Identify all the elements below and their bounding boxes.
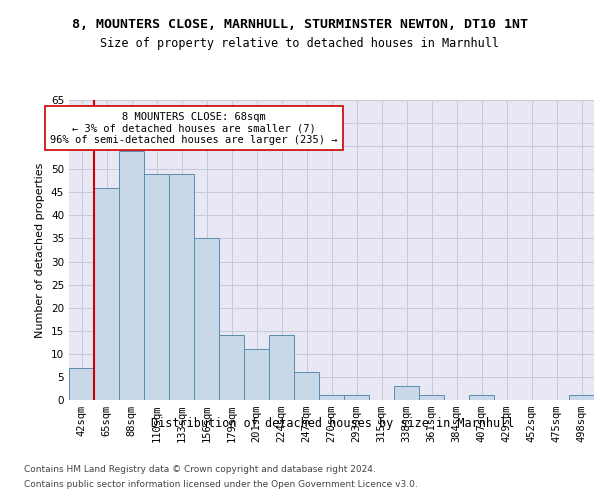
Bar — [394, 386, 419, 400]
Bar — [169, 174, 194, 400]
Bar — [419, 396, 444, 400]
Bar — [319, 396, 344, 400]
Bar — [69, 368, 94, 400]
Bar — [294, 372, 319, 400]
Text: Size of property relative to detached houses in Marnhull: Size of property relative to detached ho… — [101, 38, 499, 51]
Bar — [144, 174, 169, 400]
Y-axis label: Number of detached properties: Number of detached properties — [35, 162, 46, 338]
Bar — [194, 238, 219, 400]
Bar — [469, 396, 494, 400]
Bar — [344, 396, 369, 400]
Bar — [569, 396, 594, 400]
Bar — [244, 349, 269, 400]
Bar — [119, 151, 144, 400]
Text: Distribution of detached houses by size in Marnhull: Distribution of detached houses by size … — [151, 418, 515, 430]
Text: Contains HM Land Registry data © Crown copyright and database right 2024.: Contains HM Land Registry data © Crown c… — [24, 465, 376, 474]
Bar — [269, 336, 294, 400]
Text: Contains public sector information licensed under the Open Government Licence v3: Contains public sector information licen… — [24, 480, 418, 489]
Bar — [219, 336, 244, 400]
Bar — [94, 188, 119, 400]
Text: 8 MOUNTERS CLOSE: 68sqm
← 3% of detached houses are smaller (7)
96% of semi-deta: 8 MOUNTERS CLOSE: 68sqm ← 3% of detached… — [50, 112, 338, 144]
Text: 8, MOUNTERS CLOSE, MARNHULL, STURMINSTER NEWTON, DT10 1NT: 8, MOUNTERS CLOSE, MARNHULL, STURMINSTER… — [72, 18, 528, 30]
